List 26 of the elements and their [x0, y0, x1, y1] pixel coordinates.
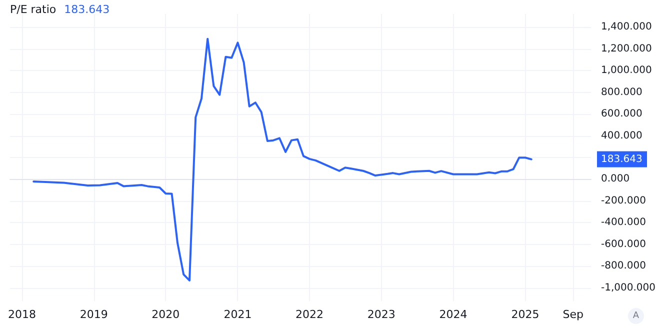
y-tick-label: 400.000 — [601, 130, 642, 142]
x-tick-label: 2020 — [152, 308, 180, 321]
x-tick-label: 2023 — [367, 308, 396, 321]
y-tick-label: 1,400.000 — [601, 22, 652, 33]
y-tick-label: 1,000.000 — [601, 65, 652, 76]
y-tick-label: -200.000 — [601, 195, 646, 206]
x-tick-label: 2021 — [224, 308, 252, 321]
y-tick-label: -400.000 — [601, 217, 646, 228]
x-tick-label: 2022 — [296, 308, 324, 321]
text: 183.643 — [601, 154, 642, 165]
y-tick-label: -800.000 — [601, 260, 646, 272]
x-tick-label: 2025 — [511, 308, 540, 321]
annotation: 183.643 — [64, 3, 110, 16]
y-tick-label: 800.000 — [601, 86, 642, 98]
y-tick-label: 600.000 — [601, 108, 642, 120]
y-tick-label: -1,000.000 — [601, 282, 656, 294]
y-tick-label: -600.000 — [601, 238, 646, 250]
x-tick-label: 2019 — [80, 308, 108, 321]
x-tick-label: Sep — [562, 308, 584, 321]
y-tick-label: 1,200.000 — [601, 43, 652, 54]
x-tick-label: 2024 — [439, 308, 468, 321]
y-tick-label: 0.000 — [601, 174, 630, 185]
chart-title: P/E ratio — [10, 3, 56, 16]
line-series — [32, 38, 532, 282]
x-tick-label: 2018 — [8, 308, 36, 321]
auto-scale-button: A — [628, 308, 644, 324]
